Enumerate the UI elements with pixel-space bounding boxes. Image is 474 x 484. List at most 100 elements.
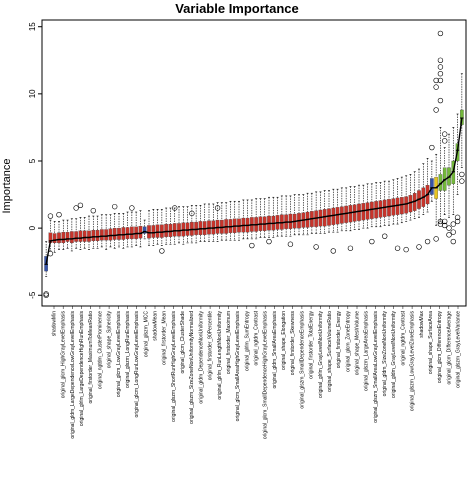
category-label: shadowMin (52, 311, 58, 337)
outlier-point (347, 245, 354, 251)
y-tick-label: 10 (28, 89, 37, 98)
box-75 (365, 183, 370, 229)
box-body (70, 231, 74, 244)
box-body (172, 223, 177, 237)
category-label: original_firstorder_TotalEnergy (309, 311, 315, 379)
box-42 (224, 202, 228, 241)
box-body (378, 200, 383, 218)
box-36 (198, 204, 203, 242)
box-71 (347, 186, 354, 251)
category-label: original_shape_Elongation (281, 311, 287, 370)
box-body (95, 230, 100, 242)
box-84 (403, 175, 409, 253)
outlier-point (43, 292, 49, 298)
box-body (121, 227, 126, 240)
outlier-point (450, 229, 456, 235)
outlier-point (433, 107, 439, 113)
category-label: original_glszm_MCC (143, 311, 149, 358)
box-35 (194, 204, 198, 244)
category-label: original_glcm_DifferenceAverage (446, 311, 452, 385)
box-38 (207, 203, 211, 242)
outlier-point (112, 203, 118, 210)
category-label: original_firstorder_Mean (162, 311, 168, 365)
box-body (100, 229, 104, 241)
box-31 (177, 206, 181, 244)
category-label: original_glcm_SmallAreaHighGrayLevelEmph… (235, 311, 241, 422)
category-label: original_ngtdm_Contrast (254, 310, 260, 365)
box-body (194, 221, 198, 235)
box-69 (340, 187, 344, 232)
box-body (361, 203, 366, 221)
box-body (370, 201, 374, 219)
category-label: original_shape_SurfaceArea (428, 311, 434, 374)
category-label: original_glszm_SmallDependenceEmphasis (299, 311, 305, 409)
box-body (365, 202, 370, 220)
category-label: original_glcm_ClusterShade (180, 311, 186, 374)
plot-frame (41, 19, 467, 307)
box-body (65, 232, 70, 242)
box-body (460, 109, 464, 125)
box-body (164, 223, 168, 237)
box-70 (344, 187, 348, 232)
box-23 (142, 219, 147, 240)
box-body (160, 224, 164, 238)
outlier-point (459, 171, 465, 178)
category-label: original_glrlm_GrayLevelNonUniformity (318, 311, 324, 398)
outlier-point (249, 242, 255, 249)
box-body (108, 228, 113, 241)
box-body (344, 205, 348, 223)
category-label: original_firstorder_Energy (336, 311, 342, 369)
box-83 (400, 176, 404, 224)
category-label: original_glcm_HighGrayLevelEmphasis (61, 311, 67, 399)
box-4 (61, 219, 66, 250)
box-63 (313, 191, 319, 250)
outlier-point (437, 30, 444, 37)
box-30 (172, 205, 178, 245)
box-body (430, 178, 434, 195)
box-34 (189, 204, 195, 244)
category-label: original_gldm_SizeZoneNonUniformity (382, 311, 388, 397)
box-body (322, 209, 327, 227)
box-43 (228, 200, 233, 241)
outlier-point (159, 248, 165, 254)
box-body (177, 223, 181, 237)
box-50 (258, 198, 263, 238)
box-3 (56, 211, 62, 250)
box-22 (138, 210, 143, 248)
box-body (74, 231, 78, 242)
box-91 (433, 77, 439, 242)
outlier-point (433, 77, 439, 84)
outlier-point (424, 238, 431, 245)
category-label: original_glszm_LongRunEmphasis (125, 311, 131, 388)
box-body (78, 230, 83, 242)
outlier-point (442, 218, 448, 225)
box-79 (382, 180, 388, 239)
box-0 (43, 241, 49, 298)
box-80 (387, 180, 391, 226)
category-label: shadowMean (153, 311, 159, 341)
box-body (382, 199, 387, 217)
box-46 (241, 199, 246, 240)
y-axis-label: Importance (1, 158, 13, 213)
box-8 (77, 202, 84, 250)
outlier-point (437, 71, 444, 77)
outlier-point (437, 77, 444, 84)
box-56 (284, 195, 288, 237)
y-tick-label: 0 (28, 225, 37, 230)
category-label: original_glcm_LongRunLowGrayLevelEmphasi… (134, 311, 140, 418)
box-37 (202, 203, 207, 242)
box-25 (151, 209, 156, 246)
box-12 (95, 215, 100, 249)
category-label: original_shape_SurfaceVolumeRatio (327, 311, 333, 392)
outlier-point (446, 225, 452, 231)
box-88 (421, 163, 426, 215)
box-14 (104, 214, 108, 250)
category-label: original_shape_MeshVolume (355, 311, 361, 375)
box-77 (374, 182, 378, 228)
category-label: original_glszm_SizeZoneNonUniformityNorm… (189, 311, 195, 424)
category-label: original_glcm_SmallDependenceHighGrayLev… (263, 311, 269, 440)
outlier-point (313, 244, 319, 250)
category-label: original_ngtdm_ClusterProminence (97, 311, 103, 389)
box-20 (129, 205, 135, 248)
